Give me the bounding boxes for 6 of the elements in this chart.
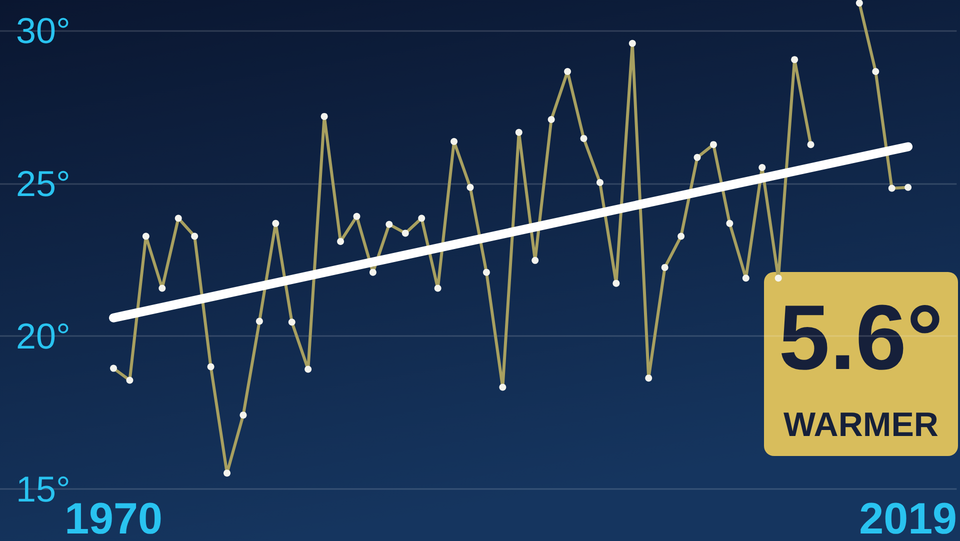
y-tick-label: 20°: [16, 316, 70, 357]
y-tick-label: 25°: [16, 162, 70, 204]
x-tick-label: 2019: [859, 494, 958, 541]
annotation: 5.6°: [778, 287, 944, 389]
annotation: WARMER: [784, 406, 938, 444]
y-tick-label: 30°: [16, 10, 70, 52]
